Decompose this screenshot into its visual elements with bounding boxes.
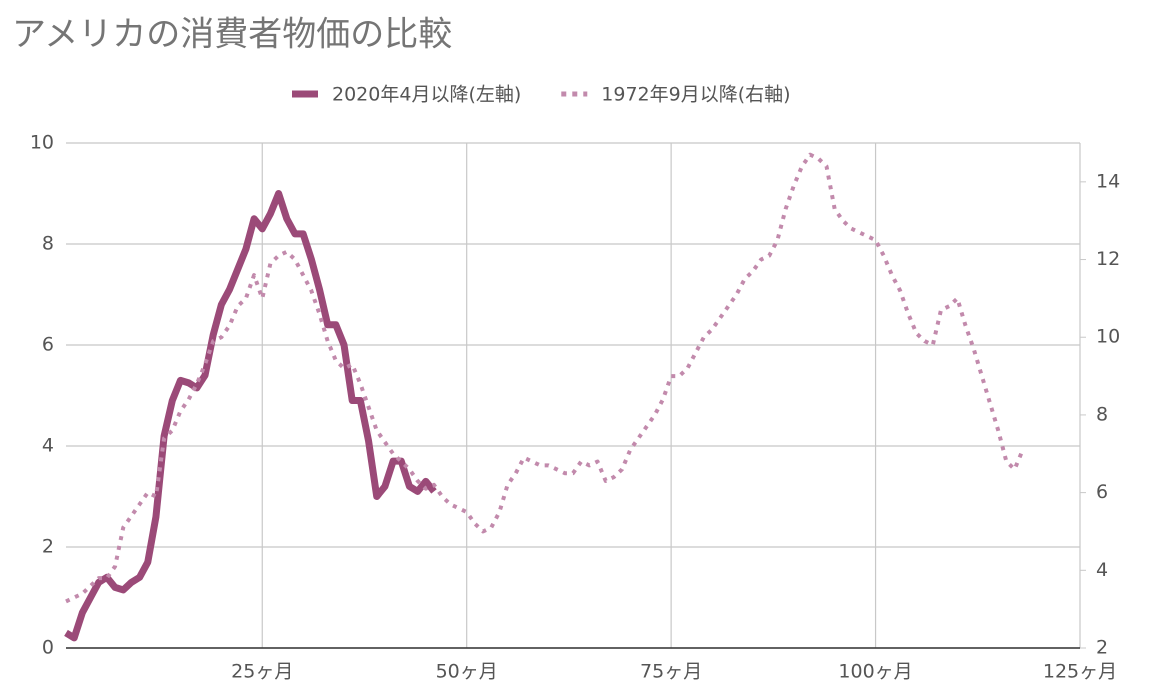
y2-tick-label: 2 xyxy=(1096,637,1108,659)
y2-tick-label: 14 xyxy=(1096,170,1120,192)
y2-tick-label: 12 xyxy=(1096,248,1120,270)
series-line xyxy=(65,152,1025,604)
chart-title: アメリカの消費者物価の比較 xyxy=(12,15,452,55)
y-tick-label: 8 xyxy=(42,233,54,255)
y2-tick-label: 6 xyxy=(1096,481,1108,503)
series-line xyxy=(64,190,437,642)
y-tick-label: 10 xyxy=(30,132,54,154)
y-tick-label: 2 xyxy=(42,536,54,558)
y2-tick-label: 4 xyxy=(1096,559,1108,581)
y2-tick-label: 8 xyxy=(1096,403,1108,425)
x-tick-label: 125ヶ月 xyxy=(1043,661,1117,683)
y-tick-label: 6 xyxy=(42,334,54,356)
y-tick-label: 4 xyxy=(42,435,54,457)
x-tick-label: 25ヶ月 xyxy=(231,661,293,683)
legend: 2020年4月以降(左軸) 1972年9月以降(右軸) xyxy=(292,84,791,106)
x-tick-label: 75ヶ月 xyxy=(640,661,702,683)
legend-label: 2020年4月以降(左軸) xyxy=(332,84,521,106)
y2-tick-label: 10 xyxy=(1096,326,1120,348)
x-tick-label: 100ヶ月 xyxy=(838,661,912,683)
y-tick-label: 0 xyxy=(42,637,54,659)
x-tick-label: 50ヶ月 xyxy=(436,661,498,683)
legend-label: 1972年9月以降(右軸) xyxy=(601,84,790,106)
